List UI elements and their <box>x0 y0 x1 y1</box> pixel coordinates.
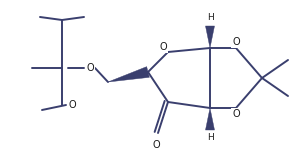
Text: H: H <box>207 14 213 22</box>
Text: O: O <box>232 37 240 47</box>
Polygon shape <box>205 26 214 48</box>
Text: O: O <box>159 42 167 52</box>
Text: O: O <box>68 100 76 110</box>
Text: O: O <box>86 63 94 73</box>
Text: O: O <box>152 140 160 150</box>
Text: O: O <box>232 109 240 119</box>
Text: H: H <box>207 133 213 143</box>
Polygon shape <box>205 108 214 130</box>
Polygon shape <box>108 67 149 82</box>
